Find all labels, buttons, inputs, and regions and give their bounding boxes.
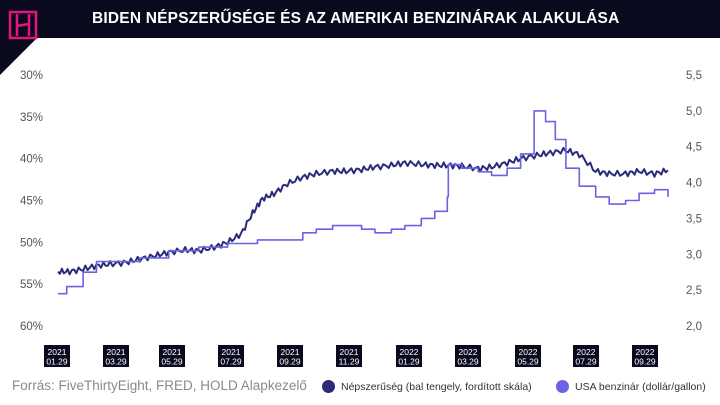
left-axis-tick-label: 55% [20,279,43,291]
x-tick-date: 01.29 [46,357,68,367]
legend-label-popularity: Népszerűség (bal tengely, fordított skál… [341,380,532,393]
left-axis-tick-label: 60% [20,321,43,333]
right-axis-tick-label: 2,0 [686,321,702,333]
left-axis-tick-label: 40% [20,154,43,166]
series-line-gas [58,110,669,295]
right-axis-tick-label: 4,5 [686,142,702,154]
x-tick-year: 2022 [459,347,478,357]
x-tick-date: 03.29 [105,357,127,367]
right-axis-tick-label: 3,5 [686,213,702,225]
x-tick-box [103,345,129,367]
right-axis-tick-label: 5,0 [686,106,702,118]
h-logo-icon [8,10,38,40]
x-tick-date: 11.29 [339,357,360,367]
x-tick-date: 09.29 [634,357,656,367]
header-bar [0,0,720,38]
x-tick-box [277,345,303,367]
x-tick-year: 2022 [577,347,596,357]
x-tick-date: 01.29 [398,357,420,367]
x-tick-year: 2022 [519,347,538,357]
legend-item-gas: USA benzinár (dollár/gallon) [556,380,706,393]
x-tick-box [515,345,541,367]
x-tick-date: 05.29 [517,357,539,367]
x-tick-year: 2022 [400,347,419,357]
x-tick-year: 2021 [340,347,359,357]
legend-swatch-gas [556,380,569,393]
x-tick-year: 2021 [163,347,182,357]
x-tick-year: 2021 [107,347,126,357]
page-title: BIDEN NÉPSZERŰSÉGE ÉS AZ AMERIKAI BENZIN… [92,10,620,27]
right-axis-tick-label: 4,0 [686,178,702,190]
x-tick-box [44,345,70,367]
x-tick-year: 2022 [636,347,655,357]
right-axis-tick-label: 3,0 [686,249,702,261]
x-tick-year: 2021 [222,347,241,357]
x-tick-box [159,345,185,367]
x-tick-box [632,345,658,367]
chart: 30% 35% 40% 45% 50% 55% 60% 5,5 5,0 4,5 4,0 3,5 3,0 2… [20,70,702,367]
x-tick-date: 07.29 [220,357,242,367]
left-axis-tick-label: 45% [20,196,43,208]
x-tick-box [336,345,362,367]
right-axis-tick-label: 5,5 [686,70,702,82]
x-tick-box [218,345,244,367]
x-tick-box [396,345,422,367]
x-tick-date: 07.29 [575,357,597,367]
x-tick-year: 2021 [281,347,300,357]
left-axis-tick-label: 30% [20,70,43,82]
legend-swatch-popularity [322,380,335,393]
source-note: Forrás: FiveThirtyEight, FRED, HOLD Alap… [12,378,307,393]
series-line-popularity [57,146,669,276]
x-tick-date: 05.29 [161,357,183,367]
x-tick-year: 2021 [48,347,67,357]
legend-item-popularity: Népszerűség (bal tengely, fordított skál… [322,380,532,393]
left-axis-tick-label: 50% [20,237,43,249]
right-axis-tick-label: 2,5 [686,285,702,297]
x-tick-box [573,345,599,367]
x-tick-date: 03.29 [457,357,479,367]
x-tick-box [455,345,481,367]
logo[interactable] [0,0,75,75]
left-axis-tick-label: 35% [20,112,43,124]
legend-label-gas: USA benzinár (dollár/gallon) [575,380,706,393]
x-tick-date: 09.29 [279,357,301,367]
